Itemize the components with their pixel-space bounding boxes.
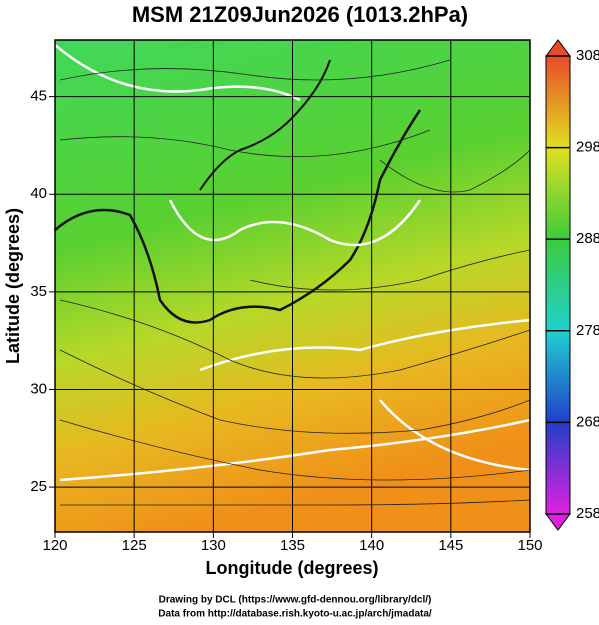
colorbar-tick-label: 258 [576, 505, 599, 522]
y-tick-label: 40 [30, 185, 47, 202]
map-decoration [55, 44, 530, 506]
colorbar-tick-label: 298 [576, 139, 599, 156]
colorbar-tick-label: 278 [576, 322, 599, 339]
credit: Drawing by DCL (https://www.gfd-dennou.o… [159, 595, 432, 606]
isobar [379, 399, 530, 472]
x-tick-label: 120 [42, 537, 67, 554]
x-tick-label: 150 [517, 537, 542, 554]
colorbar-tick-label: 308 [576, 47, 599, 64]
colorbar-arrow [545, 39, 571, 57]
y-tick-label: 25 [30, 478, 47, 495]
title: MSM 21Z09Jun2026 (1013.2hPa) [132, 2, 468, 27]
isobar [168, 199, 422, 247]
streamlines [59, 59, 530, 506]
x-tick-label: 125 [122, 537, 147, 554]
y-tick-label: 35 [30, 283, 47, 300]
y-tick-label: 30 [30, 380, 47, 397]
colorbar-arrow [545, 513, 571, 531]
x-tick-label: 130 [201, 537, 226, 554]
isobar [59, 418, 530, 482]
colorbar [545, 55, 571, 515]
isobar [199, 318, 530, 372]
x-tick-label: 140 [359, 537, 384, 554]
credit: Data from http://database.rish.kyoto-u.a… [158, 609, 432, 620]
x-tick-label: 145 [438, 537, 463, 554]
isobar [55, 44, 301, 102]
coastline [55, 109, 422, 324]
x-axis-label: Longitude (degrees) [205, 558, 378, 578]
x-tick-label: 135 [280, 537, 305, 554]
coastline [199, 59, 331, 191]
colorbar-tick-label: 268 [576, 413, 599, 430]
y-tick-label: 45 [30, 88, 47, 105]
y-axis-label: Latitude (degrees) [3, 208, 23, 364]
colorbar-tick-label: 288 [576, 230, 599, 247]
